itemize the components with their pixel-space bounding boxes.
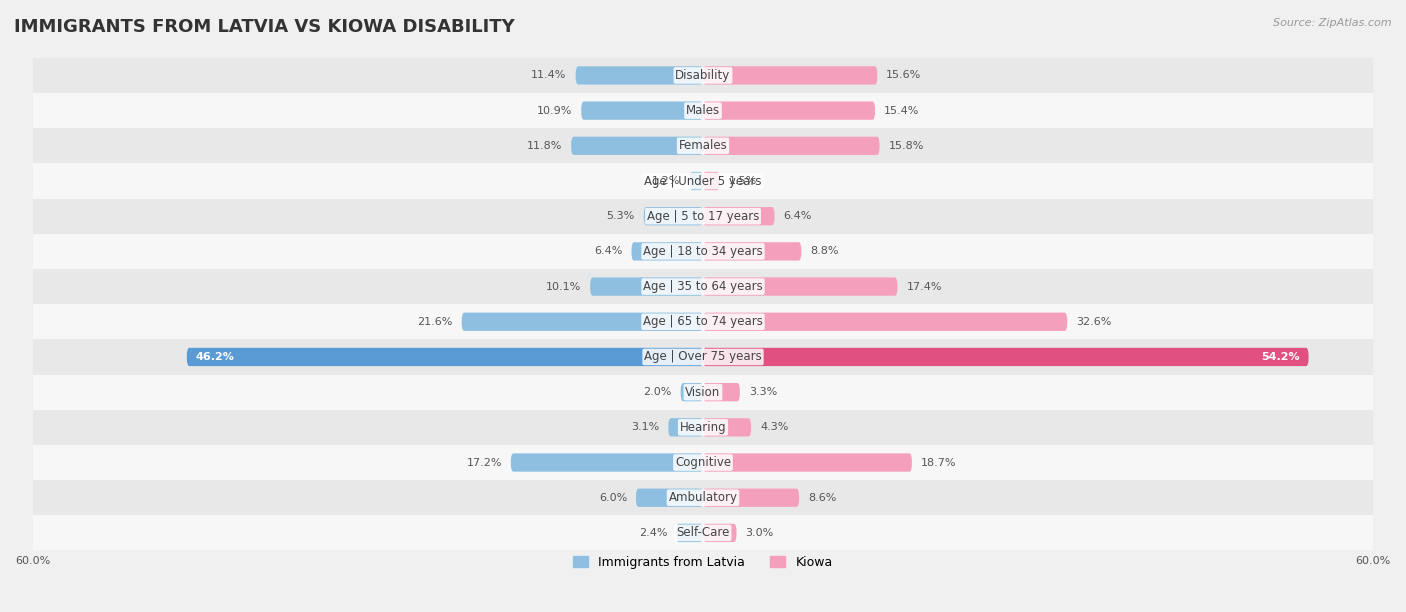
Text: 4.3%: 4.3% bbox=[761, 422, 789, 432]
Text: Males: Males bbox=[686, 104, 720, 117]
FancyBboxPatch shape bbox=[187, 348, 703, 366]
Text: 17.2%: 17.2% bbox=[467, 458, 502, 468]
FancyBboxPatch shape bbox=[703, 453, 912, 472]
Bar bbox=[32, 515, 1374, 551]
Legend: Immigrants from Latvia, Kiowa: Immigrants from Latvia, Kiowa bbox=[568, 551, 838, 574]
FancyBboxPatch shape bbox=[676, 524, 703, 542]
Text: 1.2%: 1.2% bbox=[652, 176, 681, 186]
Text: 6.0%: 6.0% bbox=[599, 493, 627, 502]
Bar bbox=[32, 234, 1374, 269]
Text: 8.6%: 8.6% bbox=[808, 493, 837, 502]
FancyBboxPatch shape bbox=[703, 242, 801, 261]
Bar bbox=[32, 93, 1374, 129]
Text: 15.4%: 15.4% bbox=[884, 106, 920, 116]
Bar bbox=[32, 340, 1374, 375]
Text: 17.4%: 17.4% bbox=[907, 282, 942, 291]
FancyBboxPatch shape bbox=[581, 102, 703, 120]
Text: Age | 65 to 74 years: Age | 65 to 74 years bbox=[643, 315, 763, 328]
Bar bbox=[32, 58, 1374, 93]
Text: 11.8%: 11.8% bbox=[527, 141, 562, 151]
FancyBboxPatch shape bbox=[461, 313, 703, 331]
FancyBboxPatch shape bbox=[703, 277, 897, 296]
Text: 3.3%: 3.3% bbox=[749, 387, 778, 397]
Text: 2.0%: 2.0% bbox=[644, 387, 672, 397]
Bar bbox=[32, 375, 1374, 410]
Text: 54.2%: 54.2% bbox=[1261, 352, 1299, 362]
Text: 6.4%: 6.4% bbox=[595, 247, 623, 256]
FancyBboxPatch shape bbox=[575, 66, 703, 84]
Text: Disability: Disability bbox=[675, 69, 731, 82]
Text: Self-Care: Self-Care bbox=[676, 526, 730, 539]
FancyBboxPatch shape bbox=[703, 418, 751, 436]
Text: 10.1%: 10.1% bbox=[546, 282, 581, 291]
Text: 3.1%: 3.1% bbox=[631, 422, 659, 432]
Bar bbox=[32, 304, 1374, 340]
Text: Hearing: Hearing bbox=[679, 421, 727, 434]
Text: Source: ZipAtlas.com: Source: ZipAtlas.com bbox=[1274, 18, 1392, 28]
FancyBboxPatch shape bbox=[668, 418, 703, 436]
Bar bbox=[32, 269, 1374, 304]
FancyBboxPatch shape bbox=[689, 172, 703, 190]
FancyBboxPatch shape bbox=[571, 136, 703, 155]
FancyBboxPatch shape bbox=[631, 242, 703, 261]
FancyBboxPatch shape bbox=[703, 488, 799, 507]
Text: Cognitive: Cognitive bbox=[675, 456, 731, 469]
FancyBboxPatch shape bbox=[703, 207, 775, 225]
FancyBboxPatch shape bbox=[703, 102, 875, 120]
Text: 1.5%: 1.5% bbox=[728, 176, 756, 186]
Bar bbox=[32, 129, 1374, 163]
Text: Ambulatory: Ambulatory bbox=[668, 491, 738, 504]
Text: 18.7%: 18.7% bbox=[921, 458, 956, 468]
FancyBboxPatch shape bbox=[644, 207, 703, 225]
FancyBboxPatch shape bbox=[703, 66, 877, 84]
Bar bbox=[32, 480, 1374, 515]
Text: Females: Females bbox=[679, 140, 727, 152]
Bar bbox=[32, 445, 1374, 480]
FancyBboxPatch shape bbox=[636, 488, 703, 507]
FancyBboxPatch shape bbox=[703, 313, 1067, 331]
Text: 5.3%: 5.3% bbox=[606, 211, 636, 221]
FancyBboxPatch shape bbox=[591, 277, 703, 296]
FancyBboxPatch shape bbox=[703, 136, 880, 155]
FancyBboxPatch shape bbox=[681, 383, 703, 401]
Text: 2.4%: 2.4% bbox=[638, 528, 668, 538]
Text: Age | 18 to 34 years: Age | 18 to 34 years bbox=[643, 245, 763, 258]
Text: 32.6%: 32.6% bbox=[1076, 317, 1112, 327]
Text: Age | 35 to 64 years: Age | 35 to 64 years bbox=[643, 280, 763, 293]
Text: Age | 5 to 17 years: Age | 5 to 17 years bbox=[647, 210, 759, 223]
Text: Vision: Vision bbox=[685, 386, 721, 398]
FancyBboxPatch shape bbox=[703, 172, 720, 190]
Bar bbox=[32, 163, 1374, 199]
Bar bbox=[32, 410, 1374, 445]
Text: Age | Over 75 years: Age | Over 75 years bbox=[644, 351, 762, 364]
Text: 15.8%: 15.8% bbox=[889, 141, 924, 151]
FancyBboxPatch shape bbox=[703, 348, 1309, 366]
Text: 8.8%: 8.8% bbox=[810, 247, 839, 256]
Text: 21.6%: 21.6% bbox=[418, 317, 453, 327]
Text: 10.9%: 10.9% bbox=[537, 106, 572, 116]
Text: 11.4%: 11.4% bbox=[531, 70, 567, 80]
FancyBboxPatch shape bbox=[703, 524, 737, 542]
Text: 6.4%: 6.4% bbox=[783, 211, 811, 221]
Text: 46.2%: 46.2% bbox=[195, 352, 235, 362]
Text: 3.0%: 3.0% bbox=[745, 528, 773, 538]
Text: 15.6%: 15.6% bbox=[886, 70, 921, 80]
Text: IMMIGRANTS FROM LATVIA VS KIOWA DISABILITY: IMMIGRANTS FROM LATVIA VS KIOWA DISABILI… bbox=[14, 18, 515, 36]
FancyBboxPatch shape bbox=[510, 453, 703, 472]
Bar bbox=[32, 199, 1374, 234]
FancyBboxPatch shape bbox=[703, 383, 740, 401]
Text: Age | Under 5 years: Age | Under 5 years bbox=[644, 174, 762, 187]
